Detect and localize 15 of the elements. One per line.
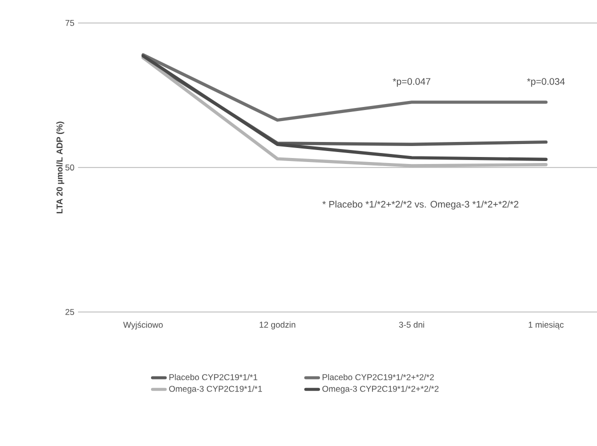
annotation: *p=0.034	[527, 78, 565, 87]
legend-label: Placebo CYP2C19*1/*1	[169, 374, 258, 380]
y-tick-label: 75	[66, 20, 74, 26]
y-axis-title: LTA 20 µmol/L ADP (%)	[56, 122, 64, 214]
x-tick-label: Wyjściowo	[123, 321, 163, 330]
x-tick-label: 12 godzin	[260, 321, 296, 330]
annotation: *p=0.047	[392, 78, 430, 87]
y-tick-label: 25	[65, 308, 74, 315]
x-tick-label: 3-5 dni	[399, 321, 424, 328]
legend-label: Omega-3 CYP2C19*1/*1	[169, 386, 262, 394]
y-tick-label: 50	[65, 164, 74, 170]
legend-label: Omega-3 CYP2C19*1/*2+*2/*2	[322, 386, 439, 394]
x-tick-label: 1 miesiąc	[528, 321, 564, 330]
legend-label: Placebo CYP2C19*1/*2+*2/*2	[322, 374, 434, 380]
annotation: * Placebo *1/*2+*2/*2 vs. Omega-3 *1/*2+*2/*2	[322, 200, 518, 210]
